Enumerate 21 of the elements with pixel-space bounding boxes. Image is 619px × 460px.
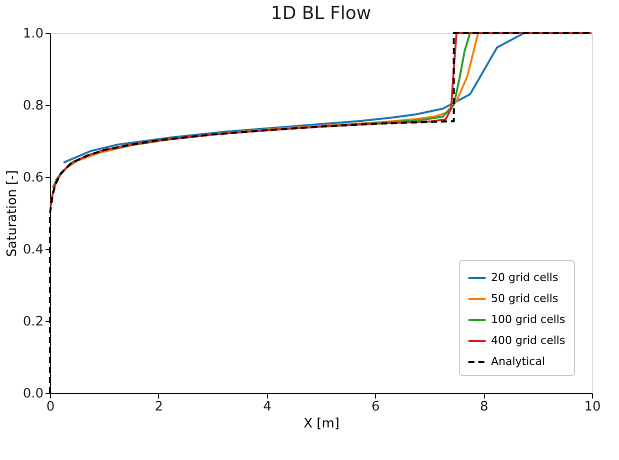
x-tick-label: 0 <box>46 400 55 414</box>
chart-title: 1D BL Flow <box>270 3 372 24</box>
x-axis-title: X [m] <box>304 416 340 432</box>
line-series <box>62 32 526 164</box>
y-tick-label: 0.8 <box>22 98 44 114</box>
y-axis-title: Saturation [-] <box>4 170 20 257</box>
legend-label: 50 grid cells <box>491 292 558 305</box>
legend-label: 100 grid cells <box>491 313 566 326</box>
x-tick-label: 6 <box>372 400 380 414</box>
legend-label: Analytical <box>491 355 546 368</box>
y-tick-label: 0.6 <box>22 170 44 186</box>
y-tick-label: 0.2 <box>22 314 44 330</box>
y-tick-label: 0.4 <box>22 242 44 258</box>
y-tick-label: 0.0 <box>22 386 44 402</box>
x-tick-label: 2 <box>154 400 164 414</box>
x-tick-label: 10 <box>584 400 601 414</box>
legend-label: 400 grid cells <box>491 334 566 347</box>
x-tick-label: 8 <box>480 400 488 414</box>
y-tick-label: 1.0 <box>22 26 44 42</box>
x-tick-label: 4 <box>263 400 272 414</box>
legend-label: 20 grid cells <box>491 271 558 284</box>
